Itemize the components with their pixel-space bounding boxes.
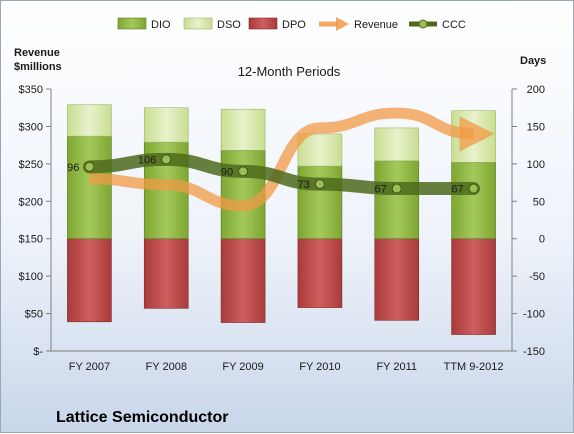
x-axis-ticks: FY 2007 FY 2008 FY 2009 FY 2010 FY 2011 TTM 9… [69, 361, 504, 373]
x-tick-label: FY 2008 [146, 361, 187, 373]
left-tick-label: $300 [19, 121, 43, 133]
ccc-point [238, 166, 249, 177]
left-tick-label: $150 [19, 234, 43, 246]
ccc-series: 96 106 90 73 67 67 [67, 152, 481, 196]
left-tick-label: $200 [19, 196, 43, 208]
bar-stacks [67, 104, 496, 335]
bar-dso [143, 107, 189, 143]
right-tick-label: 150 [527, 121, 545, 133]
bar-dio [451, 162, 496, 240]
ccc-point [161, 154, 172, 165]
ccc-point [84, 161, 95, 172]
ccc-point [314, 179, 325, 190]
right-axis-title: Days [520, 55, 546, 67]
legend-label-dpo: DPO [282, 19, 306, 31]
right-tick-label: 0 [539, 234, 545, 246]
left-tick-label: $250 [19, 159, 43, 171]
bar-dpo [143, 238, 189, 309]
ccc-data-label: 67 [375, 184, 387, 196]
left-axis-title-line2: $millions [14, 61, 62, 73]
bar-dpo [220, 238, 266, 323]
left-axis-ticks: $- $50 $100 $150 $200 $250 $300 $350 [19, 84, 51, 358]
ccc-point [391, 183, 402, 194]
x-tick-label: FY 2011 [376, 361, 417, 373]
bar-dpo [297, 238, 343, 308]
ccc-data-label: 73 [298, 179, 310, 191]
bar-dpo [374, 238, 420, 321]
x-tick-label: TTM 9-2012 [444, 361, 504, 373]
right-tick-label: 200 [527, 84, 545, 96]
bar-dso [297, 133, 343, 167]
legend-swatch-dpo [248, 17, 278, 30]
ccc-data-label: 106 [138, 154, 156, 166]
right-tick-label: 100 [527, 159, 545, 171]
bar-dso [220, 108, 266, 151]
right-axis-ticks: -150 -100 -50 0 50 100 150 200 [512, 84, 545, 358]
chart-subtitle: 12-Month Periods [238, 64, 341, 79]
chart-legend: DIO DSO DPO Revenue CCC [117, 17, 466, 31]
left-tick-label: $50 [25, 309, 43, 321]
bar-dso [374, 127, 420, 162]
x-tick-label: FY 2010 [299, 361, 340, 373]
left-tick-label: $100 [19, 271, 43, 283]
ccc-data-label: 67 [451, 184, 463, 196]
revenue-series [89, 107, 495, 212]
right-tick-label: 50 [533, 196, 545, 208]
bar-dpo [451, 238, 496, 335]
legend-label-dso: DSO [217, 19, 241, 31]
bar-dso [67, 104, 112, 137]
legend-label-ccc: CCC [442, 19, 466, 31]
legend-swatch-revenue [319, 17, 349, 31]
legend-swatch-dio [117, 17, 147, 30]
ccc-point [468, 183, 479, 194]
right-tick-label: -100 [523, 309, 545, 321]
right-tick-label: -50 [529, 271, 545, 283]
left-axis-title-line1: Revenue [14, 47, 60, 59]
legend-label-revenue: Revenue [354, 19, 398, 31]
x-tick-label: FY 2007 [69, 361, 110, 373]
revenue-line [89, 107, 495, 212]
ccc-data-label: 96 [67, 162, 79, 174]
legend-swatch-dso [183, 17, 213, 30]
legend-label-dio: DIO [151, 19, 171, 31]
left-tick-label: $- [33, 346, 43, 358]
company-name: Lattice Semiconductor [56, 409, 228, 426]
bar-dio [67, 135, 112, 240]
bar-dio [374, 160, 420, 240]
left-tick-label: $350 [19, 84, 43, 96]
legend-swatch-ccc [409, 19, 437, 29]
bar-dpo [67, 238, 112, 323]
ccc-data-label: 90 [221, 166, 233, 178]
right-tick-label: -150 [523, 346, 545, 358]
x-tick-label: FY 2009 [222, 361, 263, 373]
